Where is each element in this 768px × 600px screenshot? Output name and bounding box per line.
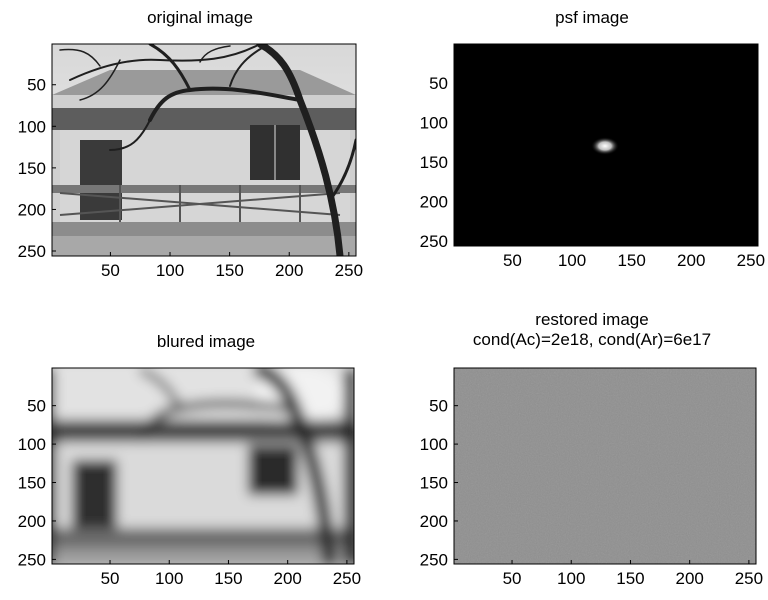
x-tick-label: 100	[155, 569, 183, 588]
y-tick-label: 250	[420, 232, 448, 251]
x-tick-label: 150	[215, 261, 243, 280]
panel-title-line: original image	[147, 8, 253, 27]
x-tick-label: 50	[503, 569, 522, 588]
y-tick-label: 50	[429, 74, 448, 93]
y-tick-label: 200	[18, 512, 46, 531]
y-tick-label: 150	[18, 474, 46, 493]
y-tick-label: 100	[18, 435, 46, 454]
y-tick-label: 200	[18, 200, 46, 219]
x-tick-label: 200	[273, 569, 301, 588]
panel-psf: psf image 50 100 150 200 250 50 100 150 200 250	[384, 0, 768, 300]
panel-original: original image	[0, 0, 384, 300]
x-tick-label: 50	[503, 251, 522, 270]
x-tick-label: 250	[333, 569, 361, 588]
plot-blurred: 50 100 150 200 250 50 100 150 200 250	[18, 367, 361, 588]
x-tick-label: 100	[557, 569, 585, 588]
y-tick-label: 150	[18, 159, 46, 178]
x-tick-label: 200	[675, 569, 703, 588]
original-image	[52, 44, 356, 256]
x-tick-label: 200	[275, 261, 303, 280]
y-tick-label: 50	[27, 76, 46, 95]
y-tick-label: 150	[420, 474, 448, 493]
y-tick-label: 100	[18, 117, 46, 136]
x-tick-label: 250	[735, 569, 763, 588]
y-tick-label: 250	[18, 550, 46, 569]
x-tick-label: 100	[558, 251, 586, 270]
x-tick-label: 200	[677, 251, 705, 270]
y-tick-label: 200	[420, 512, 448, 531]
x-tick-label: 100	[156, 261, 184, 280]
panel-title: restored image cond(Ac)=2e18, cond(Ar)=6…	[382, 310, 768, 350]
plot-restored: 50 100 150 200 250 50 100 150 200 250	[420, 367, 763, 588]
panel-restored: restored image cond(Ac)=2e18, cond(Ar)=6…	[384, 300, 768, 600]
y-tick-label: 250	[18, 242, 46, 261]
panel-title-line: psf image	[555, 8, 629, 27]
panel-title-line: restored image	[535, 310, 649, 329]
y-tick-label: 150	[420, 153, 448, 172]
x-tick-label: 150	[617, 251, 645, 270]
psf-image	[454, 44, 758, 246]
restored-image	[454, 368, 756, 564]
x-tick-label: 150	[616, 569, 644, 588]
panel-title: original image	[0, 8, 410, 28]
plot-psf: 50 100 150 200 250 50 100 150 200 250	[420, 43, 765, 270]
panel-title: psf image	[382, 8, 768, 28]
x-tick-label: 50	[101, 569, 120, 588]
x-tick-label: 150	[214, 569, 242, 588]
y-tick-label: 50	[429, 397, 448, 416]
y-tick-label: 100	[420, 435, 448, 454]
y-tick-label: 200	[420, 193, 448, 212]
x-tick-label: 250	[335, 261, 363, 280]
y-tick-label: 250	[420, 550, 448, 569]
panel-title-line: blured image	[156, 332, 256, 351]
panel-blurred: blured image 50 100 150 200 250 50 100	[0, 300, 384, 600]
y-tick-label: 50	[27, 397, 46, 416]
panel-title-line: cond(Ac)=2e18, cond(Ar)=6e17	[472, 330, 712, 349]
panel-title: blured image	[0, 332, 416, 352]
plot-original: 50 100 150 200 250 50 100 150 200 250	[18, 43, 363, 280]
x-tick-label: 50	[101, 261, 120, 280]
blurred-image	[52, 368, 354, 564]
tick-group: 50 100 150 200 250 50 100 150 200 250	[18, 397, 361, 588]
y-tick-label: 100	[420, 113, 448, 132]
tick-group: 50 100 150 200 250 50 100 150 200 250	[18, 76, 363, 280]
x-tick-label: 250	[737, 251, 765, 270]
tick-group: 50 100 150 200 250 50 100 150 200 250	[420, 397, 763, 588]
tick-group: 50 100 150 200 250 50 100 150 200 250	[420, 74, 765, 270]
